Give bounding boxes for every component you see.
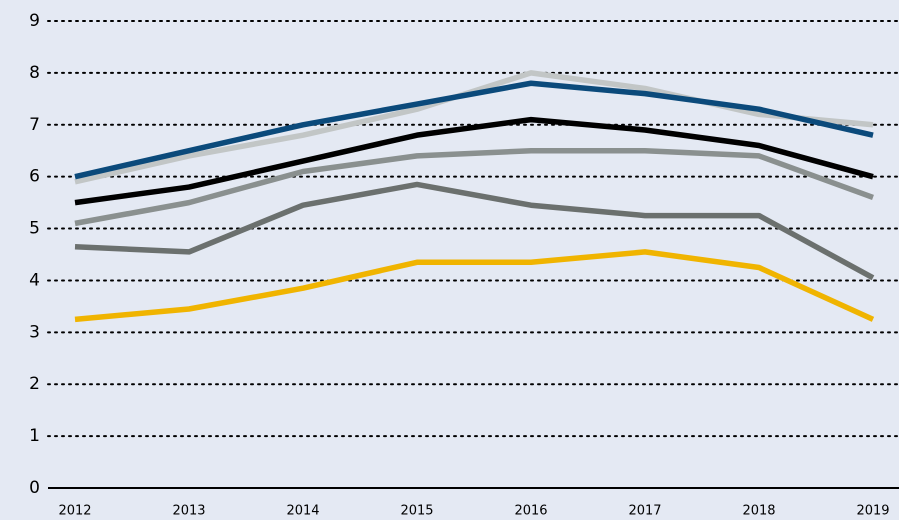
x-tick-label: 2016 xyxy=(514,504,547,519)
y-tick-label: 2 xyxy=(29,374,40,394)
series-line xyxy=(74,181,875,281)
x-tick-label: 2015 xyxy=(400,504,433,519)
series-line xyxy=(74,147,874,227)
y-tick-label: 0 xyxy=(29,478,40,498)
series-line xyxy=(74,116,874,206)
x-tick-label: 2019 xyxy=(856,504,889,519)
series-line xyxy=(74,80,874,180)
series-line xyxy=(74,249,875,323)
y-tick-label: 7 xyxy=(29,115,40,135)
y-tick-label: 4 xyxy=(29,270,40,290)
x-tick-label: 2013 xyxy=(172,504,205,519)
x-tick-label: 2017 xyxy=(628,504,661,519)
y-tick-label: 1 xyxy=(29,426,40,446)
y-tick-label: 9 xyxy=(29,11,40,31)
y-tick-label: 5 xyxy=(29,219,40,239)
y-tick-label: 3 xyxy=(29,322,40,342)
y-tick-label: 6 xyxy=(29,167,40,187)
y-tick-label: 8 xyxy=(29,63,40,83)
x-tick-label: 2018 xyxy=(742,504,775,519)
x-tick-label: 2014 xyxy=(286,504,319,519)
x-tick-label: 2012 xyxy=(58,504,91,519)
